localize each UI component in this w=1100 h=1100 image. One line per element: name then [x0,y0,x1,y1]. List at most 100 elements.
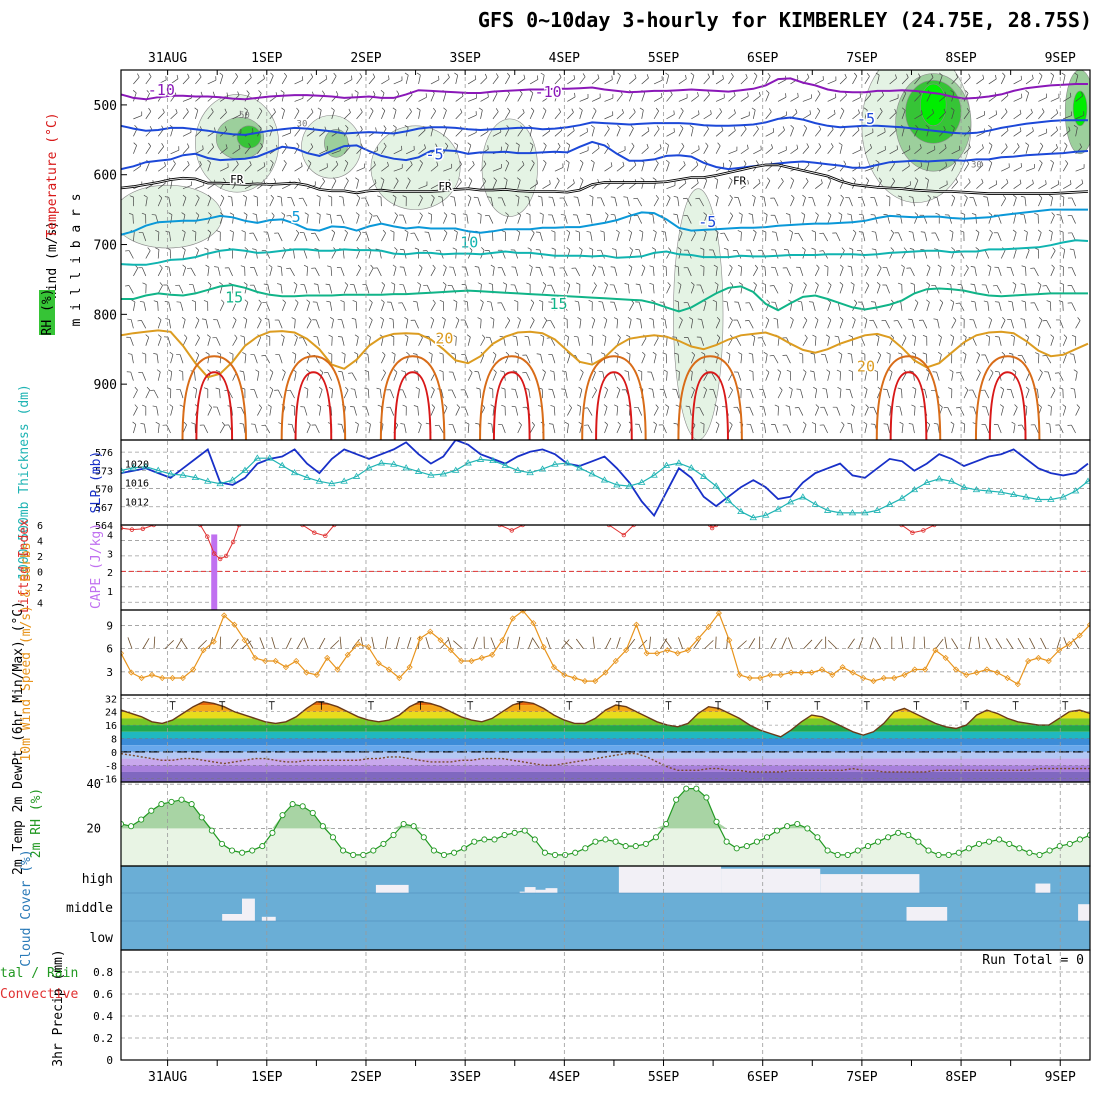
wind-barb-flag [1069,248,1074,251]
wind-barb-flag [755,160,759,165]
wind-barb [959,407,965,416]
wind-marker [241,637,248,644]
wind-barb-flag [413,405,418,407]
wind-barb [604,319,608,329]
wind-barb [402,389,407,399]
wind-barb [713,389,717,399]
wind-barb-flag [786,369,791,372]
wind-barb [425,637,430,649]
warm-contour [875,355,942,440]
wind-barb-flag [419,159,423,164]
wind-barb [563,640,573,649]
wind-barb-flag [630,125,634,129]
rh-marker [299,803,306,810]
wind-barb [963,111,970,120]
wind-barb [886,389,890,399]
wind-barb [293,249,295,259]
wind-barb [257,146,263,154]
wind-barb [753,95,761,102]
wind-barb [504,215,509,224]
wind-barb [823,424,828,434]
wind-barb-flag [1020,318,1025,320]
wind-barb [839,389,842,399]
label-part: 2m Temp 2m DewPt (6hr Min/Max) (°C) [11,601,26,875]
wind-barb-flag [240,265,245,268]
wind-barb-flag [338,195,343,198]
wind-barb-flag [207,159,211,163]
wind-barb-flag [381,282,385,286]
wind-barb-flag [137,73,140,78]
rh-marker [965,845,972,852]
wind-barb-flag [922,352,927,355]
wind-barb-flag [269,369,274,373]
wind-barb [1050,130,1058,137]
wind-barb [265,355,271,364]
wind-marker [396,674,403,682]
wind-barb [790,389,793,399]
wind-barb-flag [1032,179,1034,184]
wind-barb [889,232,894,242]
wind-barb [562,302,568,312]
wind-barb-flag [623,196,628,198]
wind-axis-label: 10m Wind Speed (m/s) & Barbs [19,542,34,761]
thickness-marker [613,481,621,488]
li-marker [709,525,715,531]
wind-barb-flag [1064,142,1068,146]
rh-marker [178,796,185,803]
wind-barb [317,284,320,294]
wind-barb-flag [283,72,288,77]
wind-barb [814,407,820,416]
wind-barb-flag [873,369,878,372]
wind-barb [1029,637,1036,649]
wind-barb-flag [683,161,686,166]
wind-barb-flag [392,264,397,268]
wind-barb-flag [220,194,225,199]
contour-label: 15 [549,295,567,313]
wind-barb [418,147,426,155]
wind-barb [577,336,581,346]
wind-barb [554,167,564,172]
wind-barb [1038,319,1043,329]
wind-barb [430,354,433,364]
wind-barb-flag [840,177,845,181]
wind-barb [381,372,386,381]
wind-barb-flag [540,72,545,76]
rh-marker [188,801,195,808]
wind-barb [430,319,435,329]
thickness-marker [142,462,150,470]
wind-barb-flag [486,301,492,303]
wind-barb-flag [390,230,395,233]
wind-barb-flag [434,424,439,427]
wind-barb-flag [439,352,444,355]
wind-barb [703,302,707,311]
wind-barb [232,76,238,85]
wind-barb [1063,183,1072,189]
wind-barb-flag [214,266,219,268]
wind-barb [985,637,992,649]
warm-contour [581,355,647,440]
wind-barb-flag [738,352,743,355]
wind-barb [802,285,807,294]
wind-barb [356,197,361,207]
wind-barb [1024,301,1027,311]
wind-barb-flag [944,144,947,149]
wind-barb [951,163,956,172]
wind-barb-flag [818,143,822,147]
wind-barb [827,336,830,346]
wind-barb [145,337,150,346]
wind-barb [914,406,916,416]
wind-barb [690,232,696,242]
wind-barb-flag [451,213,456,215]
wind-barb-flag [754,264,758,269]
wind-barb-flag [796,144,799,149]
wind-barb-flag [469,369,473,373]
wind-barb [579,150,589,155]
wind-barb-flag [539,212,544,215]
wind-barb [614,197,618,207]
wind-barb [517,179,521,189]
wind-barb-flag [728,159,733,164]
wind-barb [1013,407,1018,416]
wind-barb [455,144,459,154]
wind-barb [591,285,597,294]
wind-barb-flag [591,316,596,320]
